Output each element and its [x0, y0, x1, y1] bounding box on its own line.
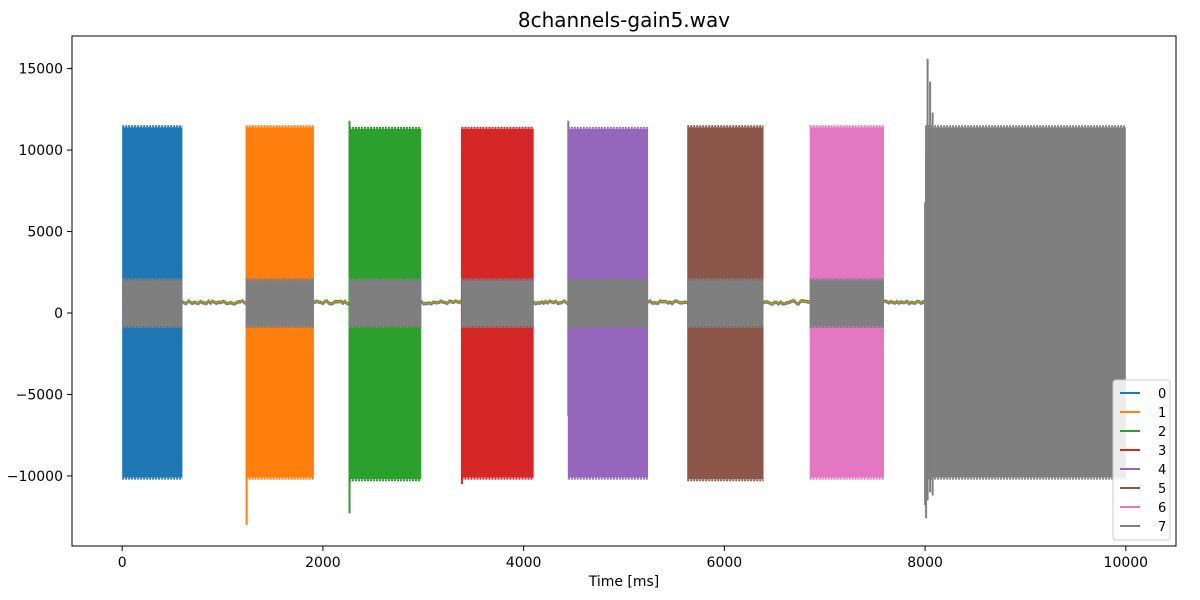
burst — [687, 280, 764, 327]
legend-item: 4 — [1120, 463, 1166, 478]
legend-item: 6 — [1120, 501, 1166, 516]
legend-label: 5 — [1158, 482, 1166, 497]
burst — [925, 127, 1126, 478]
legend-label: 4 — [1158, 463, 1166, 478]
x-axis: 0 2000 4000 6000 8000 10000 — [118, 546, 1148, 571]
x-tick-label: 8000 — [907, 555, 943, 571]
plot-area — [122, 58, 1126, 525]
legend-item: 5 — [1120, 482, 1166, 497]
burst — [122, 280, 183, 327]
x-tick-label: 0 — [118, 555, 127, 571]
legend-label: 3 — [1158, 444, 1166, 459]
x-tick-label: 6000 — [707, 555, 743, 571]
y-tick-label: 5000 — [27, 225, 63, 241]
burst — [567, 280, 649, 327]
plot-frame — [71, 35, 1177, 547]
legend-label: 2 — [1158, 425, 1166, 440]
x-tick-label: 10000 — [1104, 555, 1149, 571]
legend-label: 0 — [1158, 387, 1166, 402]
series-7 — [122, 58, 1126, 519]
burst — [461, 280, 534, 327]
legend-label: 6 — [1158, 501, 1166, 516]
legend-item: 7 — [1120, 520, 1166, 535]
x-tick-label: 2000 — [305, 555, 341, 571]
legend-item: 0 — [1120, 387, 1166, 402]
y-tick-label: −10000 — [7, 469, 63, 485]
legend-label: 7 — [1158, 520, 1166, 535]
y-tick-label: 10000 — [18, 143, 63, 159]
legend-box — [1112, 379, 1171, 541]
legend-item: 3 — [1120, 444, 1166, 459]
legend-item: 1 — [1120, 406, 1166, 421]
y-axis: −10000 −5000 0 5000 10000 15000 — [7, 62, 72, 485]
burst — [809, 280, 884, 327]
burst — [245, 280, 314, 327]
y-tick-label: 15000 — [18, 62, 63, 78]
legend-label: 1 — [1158, 406, 1166, 421]
y-tick-label: −5000 — [16, 387, 63, 403]
y-tick-label: 0 — [54, 306, 63, 322]
burst — [349, 280, 422, 327]
x-axis-label: Time [ms] — [588, 574, 660, 590]
x-tick-label: 4000 — [506, 555, 542, 571]
legend-item: 2 — [1120, 425, 1166, 440]
legend: 0 1 2 3 4 5 6 7 — [1112, 379, 1171, 541]
chart-title: 8channels-gain5.wav — [518, 8, 730, 32]
